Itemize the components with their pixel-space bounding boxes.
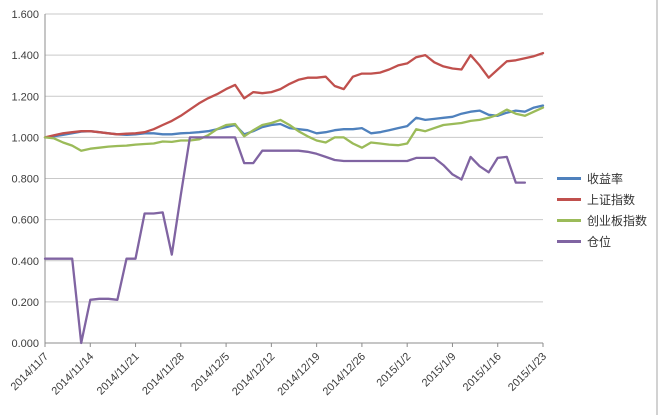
legend-label-position: 仓位 <box>587 234 612 249</box>
legend-swatch-sse-index <box>557 198 581 201</box>
series-line-sse-index <box>43 51 545 139</box>
y-axis-tick-label: 0.600 <box>11 215 39 227</box>
x-axis-tick-label: 2014/12/19 <box>275 351 322 398</box>
x-axis-tick-label: 2015/1/2 <box>375 351 414 390</box>
x-axis-tick-label: 2014/12/12 <box>230 351 277 398</box>
x-axis-tick-label: 2014/11/14 <box>50 351 97 398</box>
series-line-chinext-index <box>43 106 545 152</box>
x-axis-tick-label: 2014/11/28 <box>140 351 187 398</box>
chart-legend: 收益率上证指数创业板指数仓位 <box>557 168 647 252</box>
legend-label-sse-index: 上证指数 <box>587 192 636 207</box>
legend-label-chinext-index: 创业板指数 <box>587 213 648 228</box>
x-axis-tick-label: 2015/1/23 <box>506 351 549 394</box>
y-axis-tick-label: 1.600 <box>11 9 39 21</box>
legend-swatch-position <box>557 240 581 243</box>
x-axis-tick-label: 2014/11/7 <box>9 351 52 394</box>
legend-item-chinext-index: 创业板指数 <box>557 210 647 231</box>
y-axis-tick-label: 1.400 <box>11 50 39 62</box>
y-axis-tick-label: 1.000 <box>11 132 39 144</box>
x-axis-tick-label: 2015/1/9 <box>420 351 459 390</box>
y-axis-tick-label: 1.200 <box>11 91 39 103</box>
legend-label-return-rate: 收益率 <box>587 171 624 186</box>
x-axis-tick-label: 2014/11/21 <box>95 351 142 398</box>
x-axis-tick-label: 2015/1/16 <box>461 351 504 394</box>
legend-item-sse-index: 上证指数 <box>557 189 647 210</box>
legend-swatch-return-rate <box>557 177 581 180</box>
chart-right-border <box>656 0 658 415</box>
x-axis-tick-label: 2014/12/26 <box>321 351 368 398</box>
y-axis-tick-label: 0.400 <box>11 256 39 268</box>
y-axis-tick-label: 0.000 <box>11 338 39 350</box>
series-line-position <box>43 136 527 345</box>
legend-item-position: 仓位 <box>557 231 647 252</box>
legend-swatch-chinext-index <box>557 219 581 222</box>
x-axis-tick-label: 2014/12/5 <box>189 351 232 394</box>
y-axis-tick-label: 0.800 <box>11 174 39 186</box>
y-axis-tick-label: 0.200 <box>11 297 39 309</box>
legend-item-return-rate: 收益率 <box>557 168 647 189</box>
